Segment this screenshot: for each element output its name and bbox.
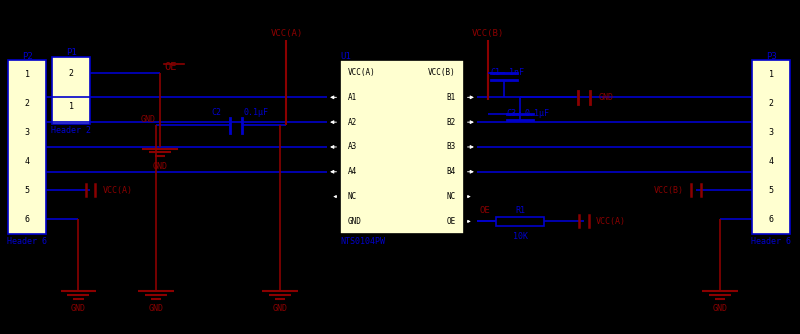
- Text: 6: 6: [769, 215, 774, 224]
- Text: 1: 1: [769, 70, 774, 79]
- Text: VCC(A): VCC(A): [270, 29, 302, 38]
- Text: GND: GND: [141, 115, 156, 124]
- Text: Header 6: Header 6: [751, 237, 791, 245]
- Text: NC: NC: [446, 192, 456, 201]
- Text: GND: GND: [71, 304, 86, 313]
- Text: 5: 5: [25, 186, 30, 195]
- Text: 0.1μF: 0.1μF: [525, 109, 550, 118]
- Text: GND: GND: [149, 304, 163, 313]
- Text: 4: 4: [25, 157, 30, 166]
- Text: A1: A1: [348, 93, 358, 102]
- Text: B1: B1: [446, 93, 456, 102]
- Text: B3: B3: [446, 143, 456, 151]
- Text: 2: 2: [769, 99, 774, 108]
- Text: C1: C1: [490, 68, 500, 77]
- Text: GND: GND: [348, 217, 362, 226]
- Text: A4: A4: [348, 167, 358, 176]
- Text: NTS0104PW: NTS0104PW: [340, 237, 385, 245]
- Text: 10K: 10K: [513, 232, 527, 241]
- Bar: [752, 60, 790, 234]
- Text: A2: A2: [348, 118, 358, 127]
- Text: 0.1μF: 0.1μF: [244, 108, 269, 117]
- Text: OE: OE: [164, 62, 177, 72]
- Text: C3: C3: [506, 109, 516, 118]
- Text: GND: GND: [598, 93, 614, 102]
- Bar: [340, 60, 464, 234]
- Bar: [8, 60, 46, 234]
- Text: OE: OE: [446, 217, 456, 226]
- Text: P3: P3: [766, 52, 777, 60]
- Text: P1: P1: [66, 48, 77, 57]
- Text: B2: B2: [446, 118, 456, 127]
- Text: 2: 2: [25, 99, 30, 108]
- Text: VCC(B): VCC(B): [472, 29, 504, 38]
- Text: Header 6: Header 6: [7, 237, 47, 245]
- Text: OE: OE: [480, 206, 490, 215]
- Text: 5: 5: [769, 186, 774, 195]
- Text: 2: 2: [69, 69, 74, 78]
- Text: 6: 6: [25, 215, 30, 224]
- Text: 1: 1: [25, 70, 30, 79]
- Text: GND: GND: [273, 304, 287, 313]
- Bar: [496, 217, 544, 226]
- Text: VCC(A): VCC(A): [102, 186, 133, 195]
- Text: NC: NC: [348, 192, 358, 201]
- Text: VCC(A): VCC(A): [596, 217, 626, 226]
- Text: C2: C2: [211, 108, 222, 117]
- Text: GND: GND: [713, 304, 727, 313]
- Text: VCC(B): VCC(B): [654, 186, 684, 195]
- Text: 1nF: 1nF: [509, 68, 524, 77]
- Text: 3: 3: [25, 128, 30, 137]
- Text: 4: 4: [769, 157, 774, 166]
- Text: Header 2: Header 2: [51, 127, 91, 135]
- Text: VCC(A): VCC(A): [348, 68, 376, 77]
- Text: GND: GND: [153, 162, 167, 171]
- Text: VCC(B): VCC(B): [428, 68, 456, 77]
- Text: P2: P2: [22, 52, 33, 60]
- Bar: [52, 57, 90, 124]
- Text: 3: 3: [769, 128, 774, 137]
- Text: 1: 1: [69, 103, 74, 111]
- Text: U1: U1: [340, 52, 350, 60]
- Text: B4: B4: [446, 167, 456, 176]
- Text: A3: A3: [348, 143, 358, 151]
- Text: R1: R1: [515, 206, 525, 215]
